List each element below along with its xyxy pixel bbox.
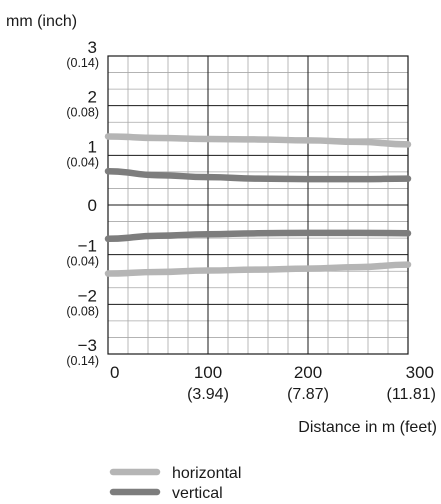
legend-label-vertical: vertical — [172, 485, 223, 502]
x-tick-label: 0 — [110, 363, 119, 382]
series-line-vertical-upper — [104, 167, 412, 183]
y-tick-label: 3 — [88, 38, 97, 57]
x-tick-label: 100 — [194, 363, 222, 382]
y-tick-sublabel: (0.08) — [66, 304, 99, 318]
y-tick-label: 2 — [88, 88, 97, 107]
x-tick-sublabel: (7.87) — [287, 386, 329, 403]
plot-frame — [107, 55, 409, 355]
x-tick-sublabel: (3.94) — [187, 386, 229, 403]
y-tick-label: −2 — [78, 286, 97, 305]
y-tick-sublabel: (0.14) — [66, 354, 99, 368]
legend-label-horizontal: horizontal — [172, 465, 241, 482]
x-axis-title: Distance in m (feet) — [298, 419, 437, 436]
series-line-horizontal-lower — [104, 261, 412, 277]
y-tick-sublabel: (0.14) — [66, 56, 99, 70]
x-tick-label: 200 — [294, 363, 322, 382]
y-tick-label: 1 — [88, 137, 97, 156]
x-tick-sublabel: (11.81) — [386, 386, 436, 403]
y-tick-label: −1 — [78, 237, 97, 256]
y-axis-title: mm (inch) — [6, 13, 77, 30]
y-tick-sublabel: (0.04) — [66, 255, 99, 269]
y-tick-label: 0 — [88, 196, 97, 215]
x-tick-label: 300 — [406, 363, 434, 382]
series-line-vertical-lower — [104, 229, 412, 243]
series-line-horizontal-upper — [104, 133, 412, 148]
y-tick-sublabel: (0.08) — [66, 106, 99, 120]
y-tick-sublabel: (0.04) — [66, 155, 99, 169]
y-tick-label: −3 — [78, 336, 97, 355]
